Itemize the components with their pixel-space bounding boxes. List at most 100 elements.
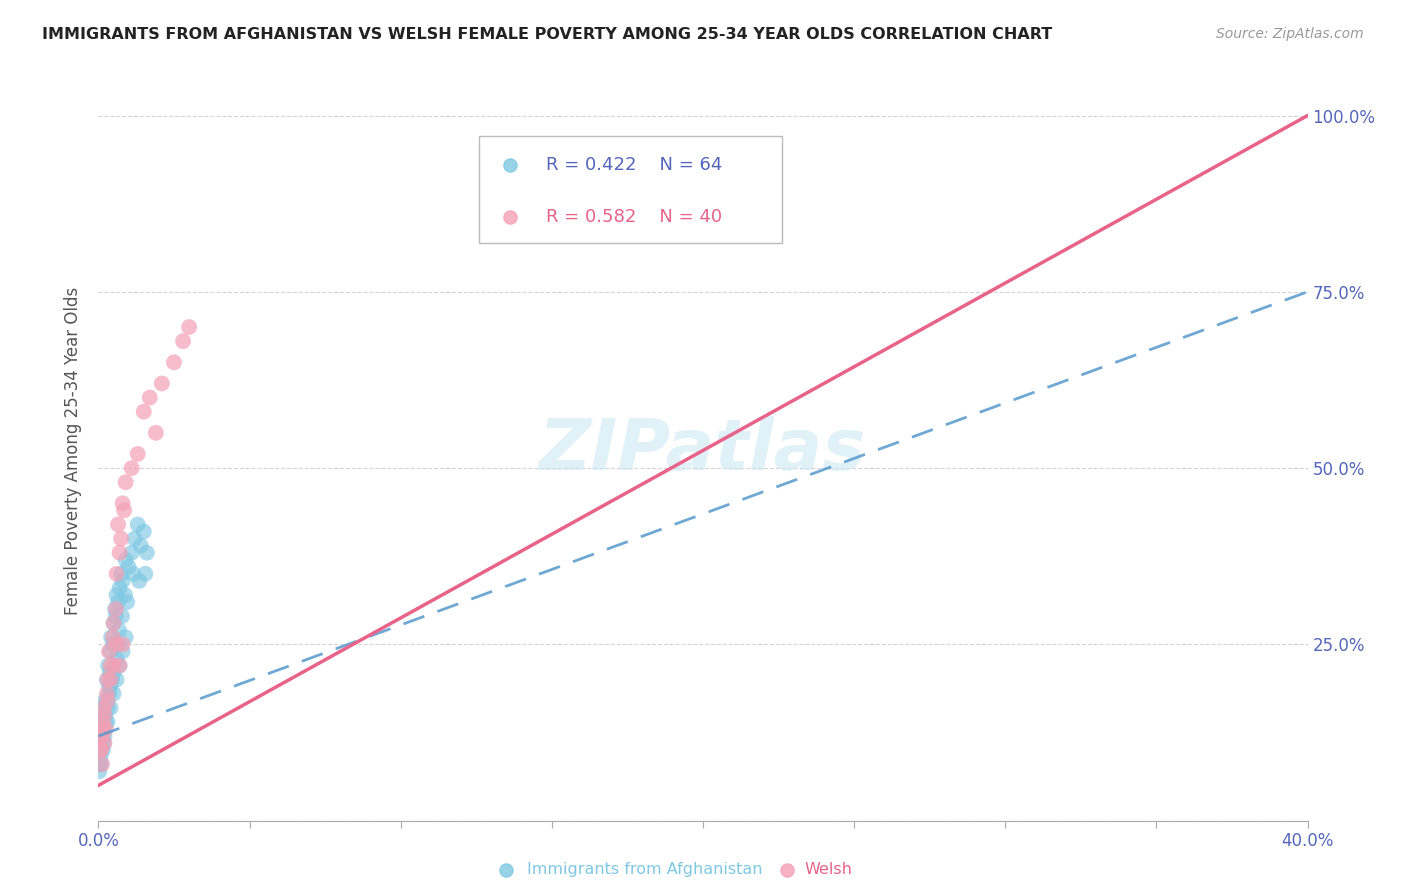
Point — [101, 630, 124, 644]
Point — [91, 743, 114, 757]
Point — [93, 736, 115, 750]
Point — [96, 673, 118, 687]
Point — [100, 680, 122, 694]
Point — [104, 602, 127, 616]
Point — [114, 588, 136, 602]
Point — [124, 532, 146, 546]
Point — [93, 722, 115, 736]
Point — [172, 334, 194, 348]
FancyBboxPatch shape — [479, 136, 782, 244]
Point — [111, 644, 134, 658]
Point — [139, 391, 162, 405]
Point — [145, 425, 167, 440]
Point — [127, 447, 149, 461]
Point — [105, 637, 128, 651]
Point — [122, 566, 145, 581]
Point — [132, 524, 155, 539]
Point — [121, 546, 143, 560]
Point — [93, 729, 115, 743]
Point — [121, 461, 143, 475]
Point — [96, 701, 118, 715]
Point — [1115, 189, 1137, 203]
Point — [91, 714, 114, 729]
Text: Welsh: Welsh — [804, 863, 852, 877]
Point — [96, 673, 118, 687]
Point — [101, 673, 124, 687]
Point — [93, 701, 115, 715]
Point — [163, 355, 186, 369]
Point — [132, 405, 155, 419]
Point — [135, 546, 157, 560]
Point — [1175, 796, 1198, 810]
Point — [105, 588, 128, 602]
Point — [90, 729, 112, 743]
Point — [91, 722, 114, 736]
Point — [1115, 239, 1137, 253]
Text: Source: ZipAtlas.com: Source: ZipAtlas.com — [1216, 27, 1364, 41]
Point — [101, 637, 124, 651]
Point — [96, 694, 118, 708]
Point — [108, 658, 131, 673]
Point — [108, 658, 131, 673]
Point — [105, 651, 128, 665]
Point — [90, 729, 112, 743]
Point — [115, 595, 138, 609]
Point — [93, 707, 115, 722]
Point — [114, 630, 136, 644]
Point — [98, 687, 121, 701]
Text: IMMIGRANTS FROM AFGHANISTAN VS WELSH FEMALE POVERTY AMONG 25-34 YEAR OLDS CORREL: IMMIGRANTS FROM AFGHANISTAN VS WELSH FEM… — [42, 27, 1053, 42]
Point — [134, 566, 156, 581]
Point — [98, 680, 121, 694]
Point — [118, 559, 141, 574]
Point — [100, 644, 122, 658]
Point — [112, 503, 135, 517]
Point — [103, 687, 125, 701]
Point — [94, 707, 117, 722]
Point — [100, 658, 122, 673]
Text: ZIPatlas: ZIPatlas — [540, 416, 866, 485]
Point — [111, 574, 134, 588]
Point — [111, 609, 134, 624]
Point — [94, 714, 117, 729]
Point — [100, 701, 122, 715]
Point — [94, 694, 117, 708]
Point — [103, 616, 125, 631]
Point — [90, 743, 112, 757]
Text: R = 0.422    N = 64: R = 0.422 N = 64 — [546, 156, 723, 175]
Point — [103, 616, 125, 631]
Point — [96, 714, 118, 729]
Point — [104, 609, 127, 624]
Point — [93, 736, 115, 750]
Point — [111, 637, 134, 651]
Point — [150, 376, 173, 391]
Point — [110, 532, 132, 546]
Point — [108, 624, 131, 638]
Point — [89, 743, 111, 757]
Text: Immigrants from Afghanistan: Immigrants from Afghanistan — [527, 863, 762, 877]
Point — [90, 736, 112, 750]
Point — [89, 764, 111, 779]
Point — [114, 475, 136, 490]
Point — [107, 595, 129, 609]
Point — [104, 602, 127, 616]
Point — [128, 574, 150, 588]
Point — [90, 714, 112, 729]
Point — [97, 658, 120, 673]
Y-axis label: Female Poverty Among 25-34 Year Olds: Female Poverty Among 25-34 Year Olds — [65, 286, 83, 615]
Point — [89, 729, 111, 743]
Point — [179, 320, 201, 334]
Point — [127, 517, 149, 532]
Point — [114, 553, 136, 567]
Point — [96, 694, 118, 708]
Point — [129, 539, 152, 553]
Point — [103, 665, 125, 680]
Point — [91, 757, 114, 772]
Point — [90, 750, 112, 764]
Point — [90, 743, 112, 757]
Point — [94, 722, 117, 736]
Point — [105, 566, 128, 581]
Point — [91, 701, 114, 715]
Point — [98, 644, 121, 658]
Point — [111, 496, 134, 510]
Point — [89, 757, 111, 772]
